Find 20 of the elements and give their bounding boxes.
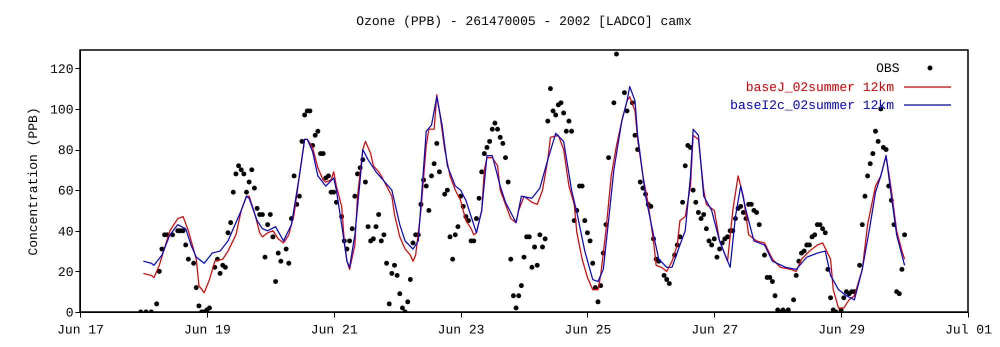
y-tick-label: 100 <box>50 102 74 118</box>
x-tick-label: Jul 01 <box>945 322 992 338</box>
y-tick-label: 60 <box>58 184 74 199</box>
y-tick-label: 80 <box>58 143 74 158</box>
chart-title: Ozone (PPB) - 261470005 - 2002 [LADCO] camx <box>356 14 692 29</box>
x-tick-label: Jun 25 <box>564 322 612 338</box>
y-tick-label: 0 <box>66 306 74 320</box>
legend-label: OBS <box>876 61 900 76</box>
x-tick-label: Jun 17 <box>57 322 104 338</box>
legend-label: baseJ_02summer 12km <box>746 80 894 95</box>
y-tick-label: 40 <box>58 224 74 240</box>
x-tick-label: Jun 19 <box>184 322 231 338</box>
x-tick-label: Jun 27 <box>691 322 738 338</box>
legend-label: baseI2c_02summer 12km <box>730 98 894 113</box>
y-tick-label: 20 <box>58 264 74 280</box>
x-tick-label: Jun 29 <box>818 322 866 338</box>
x-tick-label: Jun 23 <box>438 322 484 338</box>
x-tick-label: Jun 21 <box>310 322 358 338</box>
y-tick-label: 120 <box>50 62 74 77</box>
y-axis-title: Concentration (PPB) <box>26 107 42 256</box>
